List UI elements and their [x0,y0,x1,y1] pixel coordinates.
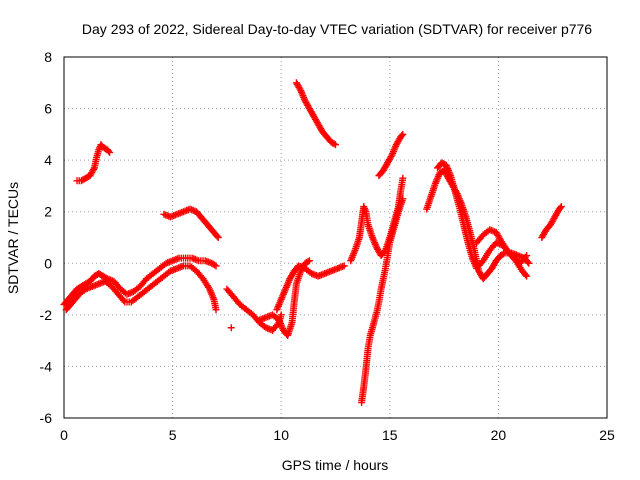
data-point [227,324,235,332]
series-track-h [292,79,339,149]
x-tick-labels: 0 5 10 15 20 25 [60,427,615,443]
x-tick-label: 0 [60,427,68,443]
data-point [213,232,221,240]
y-tick-label: -4 [40,358,53,374]
data-point [523,252,531,260]
y-tick-label: -2 [40,307,53,323]
data-point [340,262,348,270]
series-track-j [358,195,407,407]
x-axis-label: GPS time / hours [282,457,389,473]
x-tick-label: 25 [599,427,615,443]
x-tick-label: 15 [382,427,398,443]
series-track-a [60,254,220,309]
chart-title: Day 293 of 2022, Sidereal Day-to-day VTE… [82,21,592,37]
data-point [102,274,110,282]
data-point [330,140,338,148]
series-track-n [473,226,531,267]
data-point [277,311,285,319]
data-point [399,195,407,203]
plot-frame [63,56,608,419]
x-tick-label: 5 [169,427,177,443]
data-point [522,271,530,279]
x-tick-label: 10 [273,427,289,443]
series-track-c [73,141,114,185]
series-track-b [62,262,220,314]
data-point [399,174,407,182]
data-point [557,203,565,211]
data-point [398,132,406,140]
series-track-l [423,166,533,283]
data-point [556,204,564,212]
y-tick-labels: -6 -4 -2 0 2 4 6 8 [40,49,53,426]
y-tick-label: -6 [40,410,53,426]
data-point [387,153,395,161]
grid-lines [64,57,607,418]
data-point [296,85,304,93]
series-track-o [538,203,565,241]
x-tick-label: 20 [491,427,507,443]
data-point [106,148,114,156]
data-points [60,79,565,407]
y-tick-label: 8 [44,49,52,65]
data-point [523,272,531,280]
data-point [120,296,128,304]
data-point [90,165,98,173]
series-outlier [227,324,235,332]
data-point [212,306,220,314]
data-point [305,257,313,265]
data-point [524,258,532,266]
series-track-k [375,130,407,180]
y-tick-label: 4 [44,152,52,168]
data-point [211,261,219,269]
data-point [499,250,507,258]
y-tick-label: 2 [44,204,52,220]
y-axis-label: SDTVAR / TECUs [5,182,21,294]
y-tick-label: 6 [44,101,52,117]
series-track-d [160,205,222,241]
data-point [105,147,113,155]
y-tick-label: 0 [44,255,52,271]
data-point [525,259,533,267]
data-point [304,258,312,266]
series-track-g [273,262,348,314]
series-track-f [255,257,313,339]
data-point [332,141,339,149]
data-point [521,253,529,261]
data-point [214,234,222,241]
data-point [212,262,220,270]
data-point [399,130,407,138]
